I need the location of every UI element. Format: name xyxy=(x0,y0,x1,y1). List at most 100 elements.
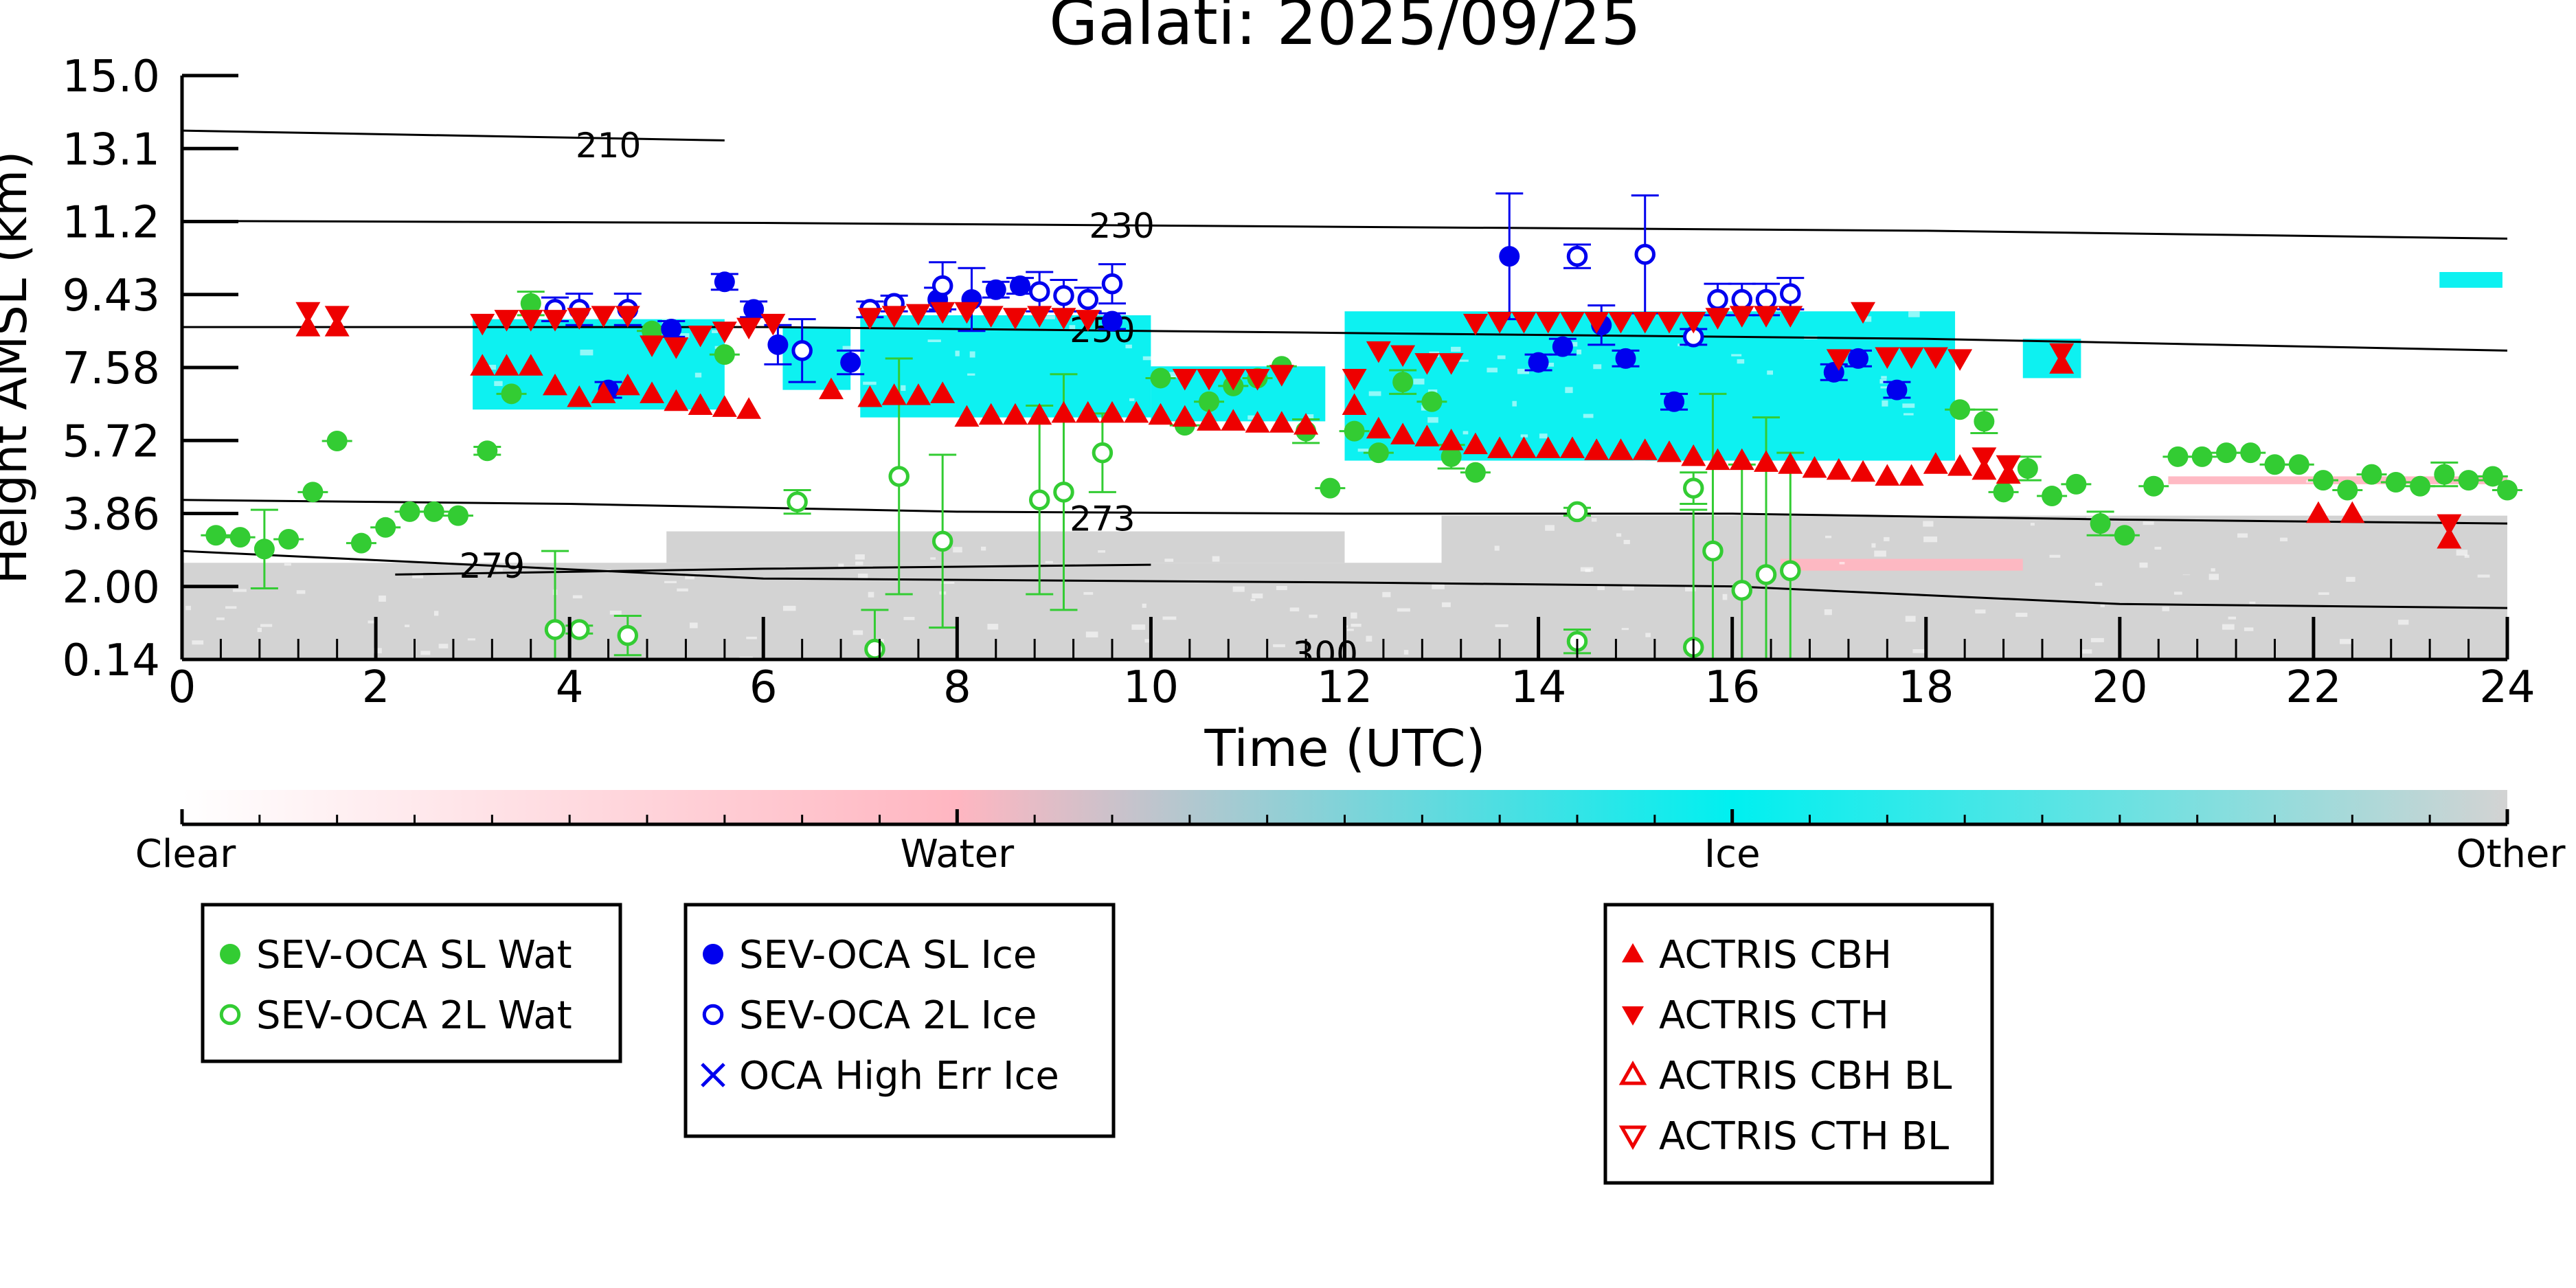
cloud-speckle xyxy=(1129,398,1135,401)
cloud-speckle xyxy=(1975,609,1986,614)
point-actris-cth xyxy=(664,337,689,359)
colorbar-label: Other xyxy=(2456,832,2566,877)
cloud-speckle xyxy=(225,606,237,609)
point-actris-cbh xyxy=(688,393,713,415)
point-sev-oca-2l-ice xyxy=(1731,289,1753,310)
point-sev-oca-sl-wat xyxy=(477,440,498,462)
point-actris-cbh xyxy=(1269,411,1294,433)
point-actris-cbh xyxy=(1947,454,1973,476)
point-actris-cbh xyxy=(2437,526,2462,549)
point-sev-oca-sl-wat xyxy=(2143,475,2165,497)
y-tick-label: 13.1 xyxy=(63,124,161,175)
point-sev-oca-2l-wat xyxy=(544,619,566,640)
cloud-speckle xyxy=(1908,311,1920,317)
x-axis-label: Time (UTC) xyxy=(1204,719,1485,778)
point-actris-cth xyxy=(1656,312,1682,334)
point-actris-cth xyxy=(1197,368,1222,391)
point-sev-oca-sl-wat xyxy=(1465,462,1486,483)
x-tick-label: 10 xyxy=(1123,662,1179,713)
point-sev-oca-sl-wat xyxy=(2313,470,2334,491)
x-tick-label: 8 xyxy=(943,662,971,713)
colorbar-label: Water xyxy=(901,832,1015,877)
cloud-speckle xyxy=(1232,586,1245,592)
point-actris-cth xyxy=(324,306,350,328)
point-sev-oca-sl-wat xyxy=(1993,482,2014,503)
cloud-speckle xyxy=(1451,346,1461,352)
point-actris-cbh xyxy=(615,373,640,396)
point-sev-oca-sl-ice xyxy=(1102,310,1122,332)
point-actris-cth xyxy=(518,310,543,332)
point-sev-oca-sl-ice xyxy=(1528,352,1549,373)
point-sev-oca-sl-wat xyxy=(253,539,275,560)
point-actris-cth xyxy=(1996,455,2021,477)
point-actris-cbh xyxy=(1342,393,1367,415)
point-actris-cbh xyxy=(1148,403,1173,425)
x-tick-label: 20 xyxy=(2092,662,2147,713)
cloud-speckle xyxy=(192,640,204,645)
point-actris-cbh xyxy=(1366,416,1391,439)
x-tick-label: 6 xyxy=(749,662,778,713)
cloud-speckle xyxy=(1357,449,1369,452)
point-actris-cbh xyxy=(2305,501,2331,523)
contour-label-230: 230 xyxy=(1089,206,1154,246)
cloud-speckle xyxy=(1045,561,1053,563)
point-sev-oca-sl-ice xyxy=(1499,246,1520,267)
cloud-speckle xyxy=(1512,400,1517,407)
cloud-speckle xyxy=(2090,637,2104,642)
point-actris-cbh xyxy=(2340,501,2365,523)
cloud-speckle xyxy=(1497,355,1506,359)
point-actris-cbh xyxy=(1875,464,1900,486)
point-actris-cth xyxy=(295,302,321,324)
point-actris-cth xyxy=(543,310,568,332)
cloud-speckle xyxy=(1441,602,1451,607)
cloud-speckle xyxy=(2244,627,2254,631)
y-tick-label: 15.0 xyxy=(63,52,161,102)
cloud-speckle xyxy=(1517,368,1530,374)
point-sev-oca-2l-wat xyxy=(787,491,808,512)
point-actris-cbh xyxy=(1608,438,1634,460)
point-actris-cbh xyxy=(518,354,543,376)
point-actris-cbh xyxy=(1027,403,1052,425)
cloud-speckle xyxy=(1044,315,1055,319)
cloud-speckle xyxy=(664,580,677,583)
point-sev-oca-sl-wat xyxy=(2385,472,2406,493)
point-sev-oca-sl-wat xyxy=(1974,411,1995,432)
point-sev-oca-sl-wat xyxy=(423,501,444,522)
cloud-speckle xyxy=(495,568,503,572)
cloud-speckle xyxy=(1247,415,1256,420)
legend-label-oca-high-err-ice: OCA High Err Ice xyxy=(739,1054,1059,1098)
cloud-speckle xyxy=(368,620,374,624)
point-actris-cbh xyxy=(1826,457,1851,480)
point-sev-oca-2l-ice xyxy=(931,275,953,297)
point-actris-cth xyxy=(1462,313,1488,336)
point-actris-cbh xyxy=(1124,400,1149,423)
point-sev-oca-2l-ice xyxy=(1028,281,1050,302)
contour-line-273 xyxy=(182,499,2507,525)
cloud-speckle xyxy=(1144,639,1153,643)
cloud-speckle xyxy=(1634,460,1646,465)
point-actris-cbh xyxy=(1462,432,1488,455)
point-actris-cbh xyxy=(295,315,321,337)
point-actris-cbh xyxy=(1802,456,1827,478)
cloud-speckle xyxy=(379,595,386,602)
cloud-speckle xyxy=(903,617,915,620)
contour-line-230 xyxy=(182,220,2507,240)
legend-marker-sev-oca-sl-wat xyxy=(220,944,240,964)
point-actris-cbh xyxy=(494,354,519,376)
cloud-speckle xyxy=(712,330,719,333)
legend-marker-sev-oca-2l-ice xyxy=(702,1004,724,1026)
point-sev-oca-sl-wat xyxy=(1344,420,1365,442)
cloud-speckle xyxy=(260,624,273,627)
data-markers xyxy=(201,192,2522,661)
point-actris-cbh xyxy=(591,381,616,403)
cloud-speckle xyxy=(1593,364,1602,370)
point-sev-oca-2l-wat xyxy=(1731,580,1753,601)
point-sev-oca-2l-wat xyxy=(617,624,639,646)
cloud-speckle xyxy=(1069,325,1076,330)
point-actris-cbh xyxy=(954,405,980,427)
point-sev-oca-sl-wat xyxy=(2264,454,2285,475)
point-sev-oca-sl-wat xyxy=(2215,442,2237,464)
cloud-speckle xyxy=(2222,624,2235,630)
